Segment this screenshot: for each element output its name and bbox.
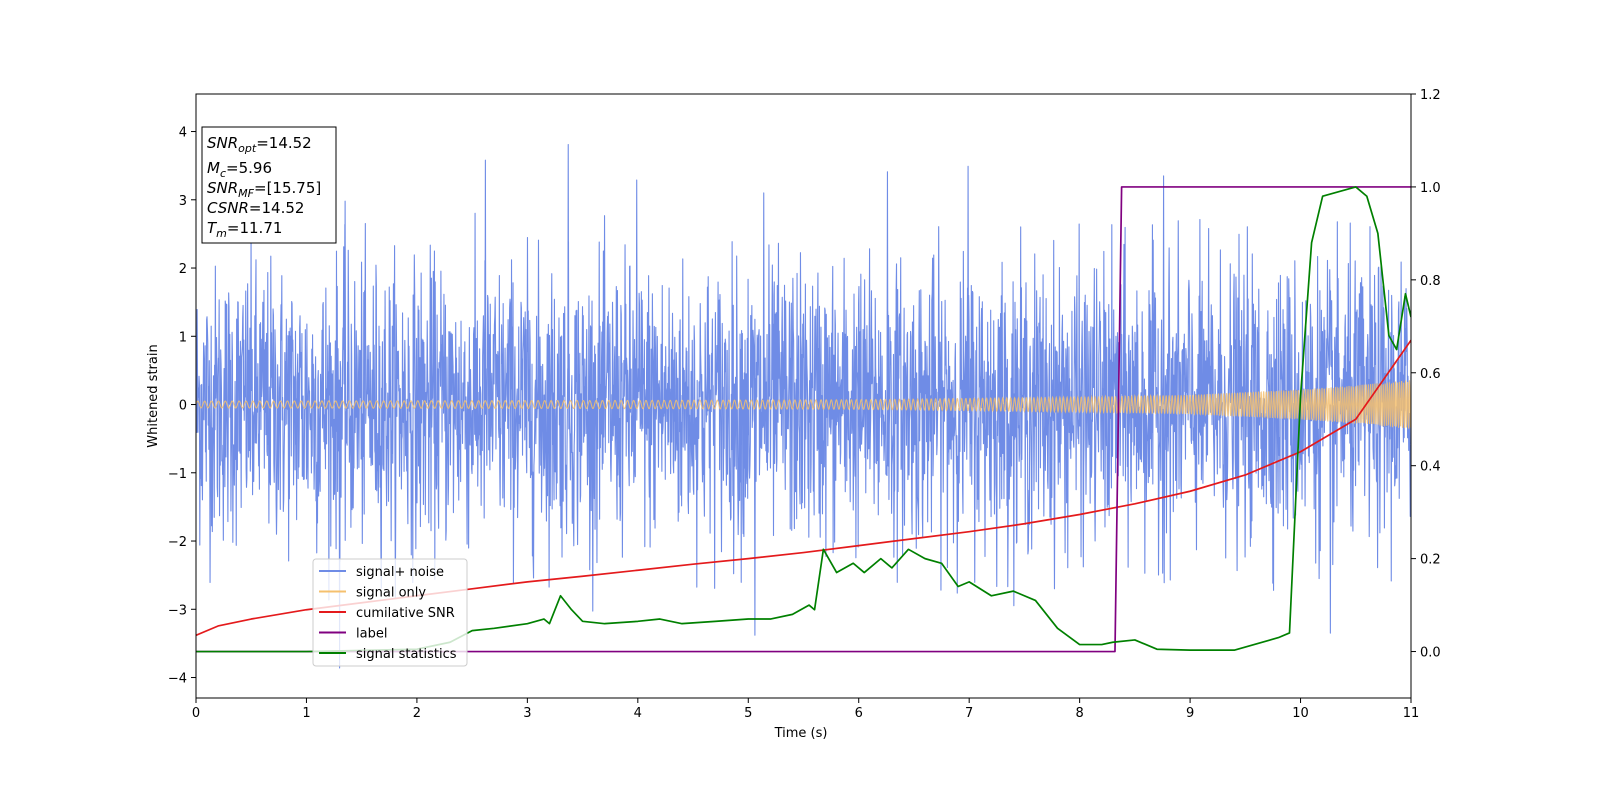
x-tick-label: 2	[413, 706, 421, 721]
x-tick-label: 3	[523, 706, 531, 721]
y-right-tick-label: 0.6	[1420, 367, 1441, 382]
ann-snr-mf-sub: MF	[238, 187, 254, 200]
y-left-tick-label: −2	[168, 535, 187, 550]
x-tick-label: 8	[1075, 706, 1083, 721]
svg-text:Mc=5.96: Mc=5.96	[207, 159, 272, 180]
y-axis-label-left: Whitened strain	[146, 344, 161, 447]
legend-entry-signal-statistics: signal statistics	[319, 647, 457, 662]
x-tick-label: 4	[634, 706, 642, 721]
x-tick-label: 1	[302, 706, 310, 721]
x-tick-label: 7	[965, 706, 973, 721]
y-right-tick-label: 1.0	[1420, 181, 1441, 196]
series-signal-noise	[196, 143, 1411, 669]
legend-label-signal-only: signal only	[356, 586, 426, 601]
legend-entry-label: label	[319, 627, 387, 642]
ann-mc-value: =5.96	[226, 159, 272, 177]
ann-snr-opt-sub: opt	[238, 142, 257, 155]
svg-text:SNRopt=14.52: SNRopt=14.52	[207, 134, 312, 155]
y-left-tick-label: −4	[168, 672, 187, 687]
y-left-tick-label: 0	[179, 399, 187, 414]
ann-snr-opt-sym: SNR	[207, 134, 238, 152]
legend-entry-signal-noise: signal+ noise	[319, 565, 444, 580]
y-right-tick-label: 0.0	[1420, 646, 1441, 661]
series-label	[196, 186, 1411, 653]
x-tick-label: 9	[1186, 706, 1194, 721]
ann-mc-sym: M	[207, 159, 220, 177]
x-tick-label: 0	[192, 706, 200, 721]
ann-snr-mf-value: =[15.75]	[254, 179, 321, 197]
svg-text:CSNR=14.52: CSNR=14.52	[207, 199, 304, 217]
y-right-tick-label: 0.8	[1420, 274, 1441, 289]
ann-snr-mf-sym: SNR	[207, 179, 238, 197]
y-right-tick-label: 1.2	[1420, 88, 1441, 103]
legend-label-cumilative-snr: cumilative SNR	[356, 606, 455, 621]
y-left-tick-label: −3	[168, 603, 187, 618]
ann-mc-sub: c	[220, 167, 226, 180]
svg-text:Tm=11.71: Tm=11.71	[207, 219, 282, 240]
x-tick-label: 5	[744, 706, 752, 721]
x-tick-label: 6	[855, 706, 863, 721]
legend: signal+ noise signal only cumilative SNR…	[312, 558, 468, 667]
ann-csnr-sym: CSNR	[207, 199, 249, 217]
y-right-tick-label: 0.2	[1420, 553, 1441, 568]
x-axis-label: Time (s)	[774, 726, 828, 741]
y-left-tick-label: 2	[179, 262, 187, 277]
x-tick-label: 10	[1292, 706, 1309, 721]
ann-tm-sym: T	[207, 219, 218, 237]
legend-label-signal-noise: signal+ noise	[356, 565, 444, 580]
legend-label-signal-statistics: signal statistics	[356, 647, 457, 662]
ann-snr-opt-value: =14.52	[256, 134, 312, 152]
y-left-tick-label: 3	[179, 194, 187, 209]
ann-tm-sub: m	[216, 227, 227, 240]
y-left-tick-label: 4	[179, 126, 187, 141]
legend-label-label: label	[356, 627, 387, 642]
y-right-tick-label: 0.4	[1420, 460, 1441, 475]
ann-csnr-value: =14.52	[249, 199, 305, 217]
ann-tm-value: =11.71	[227, 219, 283, 237]
svg-text:SNRMF=[15.75]: SNRMF=[15.75]	[207, 179, 321, 200]
y-left-tick-label: 1	[179, 330, 187, 345]
series-signal-only	[196, 380, 1411, 429]
y-left-tick-label: −1	[168, 467, 187, 482]
legend-entry-cumilative-snr: cumilative SNR	[319, 606, 455, 621]
x-tick-label: 11	[1403, 706, 1420, 721]
plot-frame	[195, 93, 1412, 699]
series-signal-statistics	[196, 186, 1411, 653]
legend-entry-signal-only: signal only	[319, 586, 426, 601]
annotation-box: SNRopt=14.52 Mc=5.96 SNRMF=[15.75] CSNR=…	[201, 126, 337, 244]
axes-layer: 0 1 2 3 4 5 6 7 8 9 10 1143210−1−2−3−41.21.00.80.60…	[168, 88, 1441, 721]
